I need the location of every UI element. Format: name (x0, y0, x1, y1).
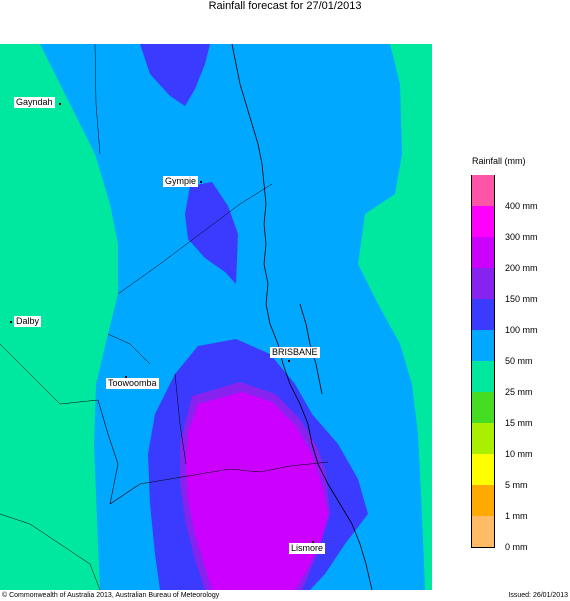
legend-label: 25 mm (505, 387, 533, 397)
legend-swatch (471, 268, 495, 299)
band-150mm-gympie (185, 182, 238, 284)
place-marker-icon (288, 360, 290, 362)
place-label-brisbane: BRISBANE (270, 347, 320, 358)
legend-swatch (471, 485, 495, 516)
legend-swatch (471, 237, 495, 268)
legend-label: 1 mm (505, 511, 528, 521)
legend-title: Rainfall (mm) (472, 156, 526, 166)
legend-swatch (471, 299, 495, 330)
place-label-lismore: Lismore (289, 543, 326, 554)
map-title: Rainfall forecast for 27/01/2013 (208, 0, 362, 12)
legend-swatch (471, 423, 495, 454)
legend-label: 50 mm (505, 356, 533, 366)
issued-date: Issued: 26/01/2013 (508, 592, 568, 599)
place-marker-icon (125, 376, 127, 378)
legend-label: 0 mm (505, 542, 528, 552)
place-label-toowoomba: Toowoomba (106, 378, 159, 389)
legend-swatch (471, 330, 495, 361)
legend-label: 15 mm (505, 418, 533, 428)
legend-swatch (471, 392, 495, 423)
legend-label: 10 mm (505, 449, 533, 459)
region-boundaries (0, 44, 273, 590)
place-label-gympie: Gympie (163, 176, 199, 187)
place-marker-icon (10, 321, 12, 323)
legend-label: 5 mm (505, 480, 528, 490)
copyright-text: © Commonwealth of Australia 2013, Austra… (2, 592, 220, 599)
legend-swatch (471, 516, 495, 547)
legend-swatch (471, 454, 495, 485)
legend-label: 150 mm (505, 294, 538, 304)
rainfall-map (0, 44, 432, 590)
legend-label: 400 mm (505, 201, 538, 211)
place-marker-icon (312, 541, 314, 543)
place-label-gayndah: Gayndah (14, 97, 55, 108)
place-label-dalby: Dalby (14, 316, 42, 327)
legend-swatch (471, 175, 495, 206)
legend-swatch (471, 361, 495, 392)
legend-label: 300 mm (505, 232, 538, 242)
state-border (97, 399, 329, 505)
place-marker-icon (200, 181, 202, 183)
legend-label: 200 mm (505, 263, 538, 273)
band-150mm-north (140, 44, 210, 106)
place-marker-icon (59, 103, 61, 105)
legend-swatch (471, 206, 495, 237)
legend-label: 100 mm (505, 325, 538, 335)
band-300mm (186, 392, 328, 590)
